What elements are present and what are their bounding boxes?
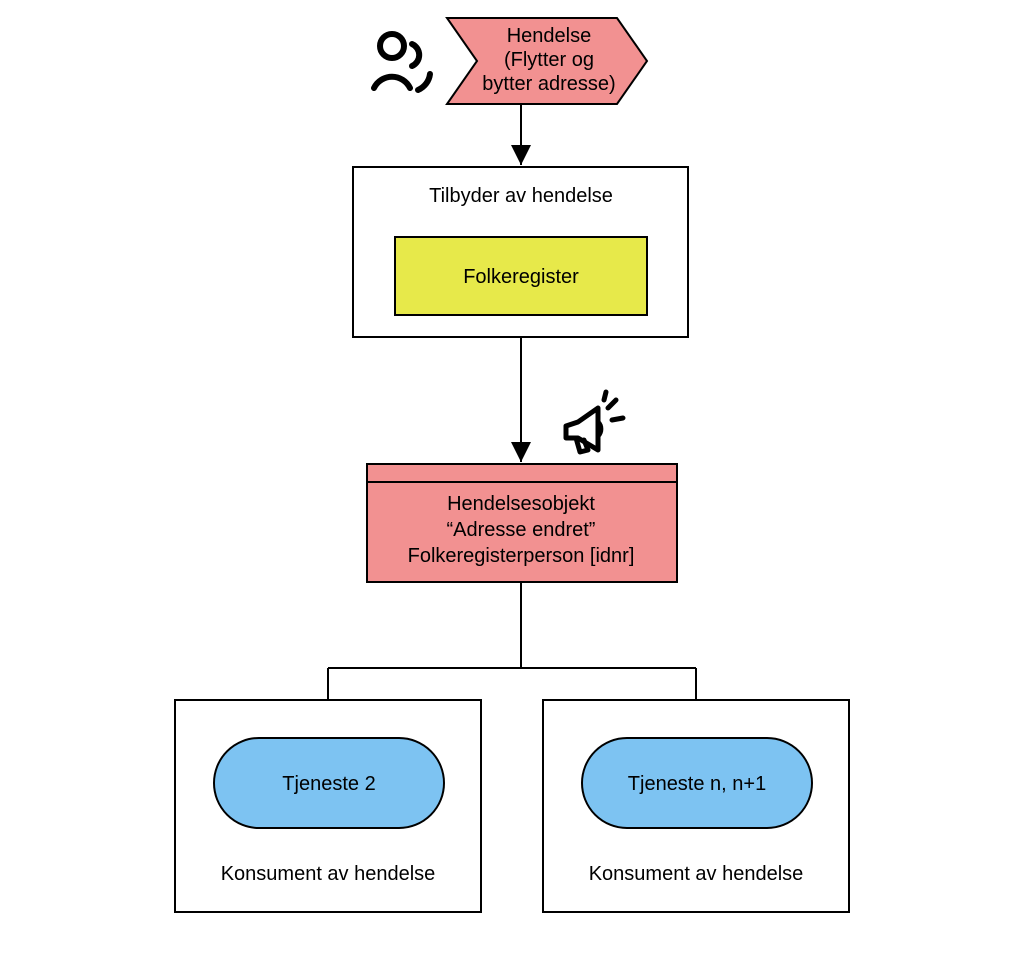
- folkeregister-label: Folkeregister: [463, 266, 579, 288]
- service2-label: Tjeneste 2: [282, 773, 375, 795]
- event-signal-line1: Hendelse: [507, 25, 592, 47]
- service-n-label: Tjeneste n, n+1: [628, 773, 766, 795]
- node-service2: Tjeneste 2: [214, 738, 444, 828]
- consumer-right-caption: Konsument av hendelse: [589, 863, 804, 885]
- event-object-line2: “Adresse endret”: [447, 519, 596, 541]
- event-object-line1: Hendelsesobjekt: [447, 493, 595, 515]
- provider-title: Tilbyder av hendelse: [429, 185, 613, 207]
- edge-eventobject-to-consumers: [328, 582, 696, 700]
- node-service-n: Tjeneste n, n+1: [582, 738, 812, 828]
- node-folkeregister: Folkeregister: [395, 237, 647, 315]
- event-object-line3: Folkeregisterperson [idnr]: [408, 545, 635, 567]
- event-signal-line2: (Flytter og: [504, 49, 594, 71]
- node-event-signal: Hendelse (Flytter og bytter adresse): [447, 18, 647, 104]
- node-event-object: Hendelsesobjekt “Adresse endret” Folkere…: [367, 464, 677, 582]
- consumer-left-caption: Konsument av hendelse: [221, 863, 436, 885]
- flowchart-diagram: Hendelse (Flytter og bytter adresse) Til…: [0, 0, 1024, 960]
- event-signal-line3: bytter adresse): [482, 73, 615, 95]
- person-icon: [374, 34, 430, 90]
- megaphone-icon: [566, 392, 623, 452]
